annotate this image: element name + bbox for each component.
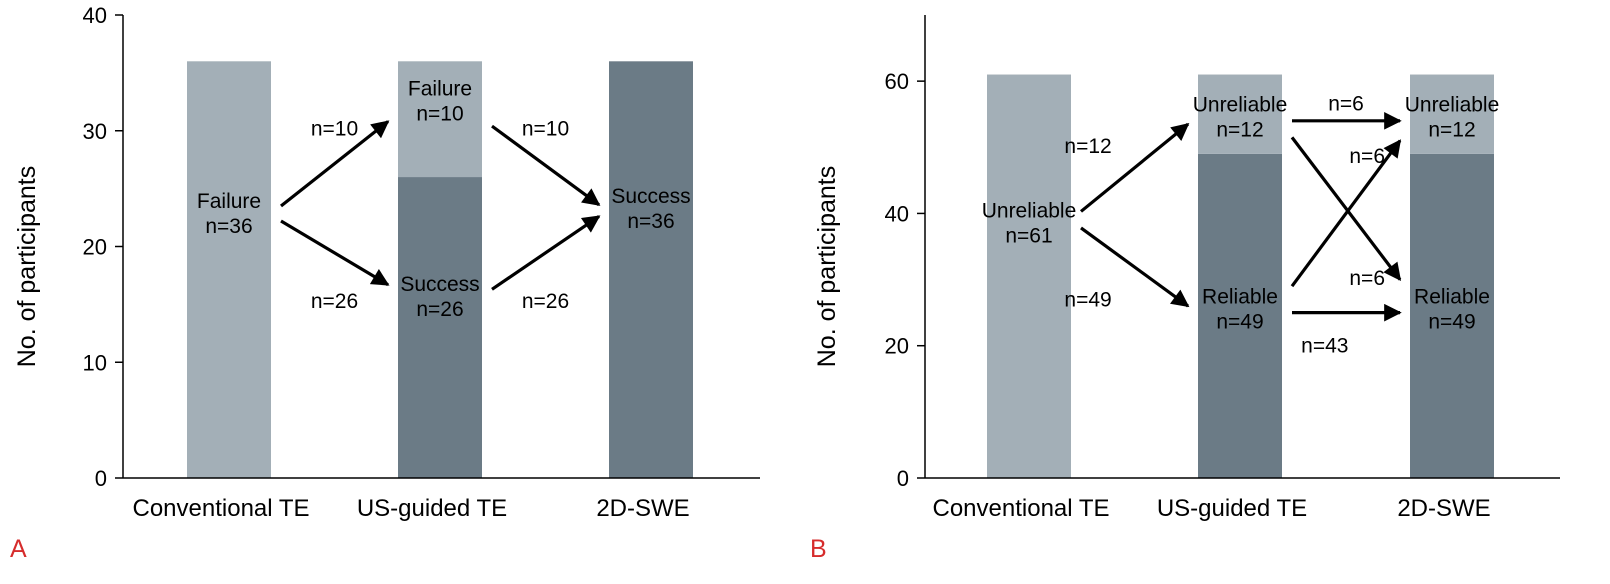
bar-segment xyxy=(1198,74,1282,154)
flow-arrow xyxy=(280,219,390,287)
y-tick-label: 40 xyxy=(885,201,909,226)
x-category-label: 2D-SWE xyxy=(1397,495,1490,522)
bar-segment xyxy=(187,61,271,479)
y-tick-label: 60 xyxy=(885,69,909,94)
y-axis-label: No. of participants xyxy=(13,166,41,368)
segment-label: Unreliable xyxy=(982,199,1077,222)
segment-label: Success xyxy=(611,185,690,208)
flow-label: n=6 xyxy=(1349,267,1385,290)
y-tick-label: 20 xyxy=(885,334,909,359)
flow-label: n=12 xyxy=(1064,135,1111,158)
segment-label: Failure xyxy=(408,77,472,100)
segment-label: n=12 xyxy=(1216,119,1263,142)
segment-label: n=49 xyxy=(1216,310,1263,333)
flow-arrow xyxy=(1080,226,1190,308)
y-tick-label: 0 xyxy=(897,466,909,491)
bar-segment xyxy=(1410,74,1494,154)
segment-label: Reliable xyxy=(1414,285,1490,308)
y-tick-label: 20 xyxy=(83,235,107,260)
segment-label: n=61 xyxy=(1005,224,1052,247)
flow-label: n=26 xyxy=(311,290,358,313)
segment-label: Unreliable xyxy=(1405,94,1500,117)
flow-label: n=10 xyxy=(311,117,358,140)
segment-label: n=26 xyxy=(416,298,463,321)
flow-label: n=49 xyxy=(1064,288,1111,311)
y-tick-label: 10 xyxy=(83,350,107,375)
y-axis-label: No. of participants xyxy=(813,166,841,368)
segment-label: Success xyxy=(400,273,479,296)
bar-segment xyxy=(398,61,482,178)
segment-label: Failure xyxy=(197,190,261,213)
flow-arrow xyxy=(1290,139,1402,288)
x-category-label: US-guided TE xyxy=(1157,495,1307,522)
segment-label: n=49 xyxy=(1428,310,1475,333)
panel-letter: A xyxy=(10,535,27,563)
segment-label: Reliable xyxy=(1202,285,1278,308)
bar-segment xyxy=(1198,153,1282,478)
flow-arrow xyxy=(280,120,390,208)
bar-segment xyxy=(1410,153,1494,478)
x-category-label: Conventional TE xyxy=(933,495,1110,522)
flow-arrow xyxy=(491,215,601,291)
x-category-label: Conventional TE xyxy=(133,495,310,522)
segment-label: n=10 xyxy=(416,102,463,125)
y-tick-label: 0 xyxy=(95,466,107,491)
segment-label: n=36 xyxy=(205,215,252,238)
x-category-label: US-guided TE xyxy=(357,495,507,522)
panel-b-chart: Unreliablen=61Reliablen=49Unreliablen=12… xyxy=(810,15,1560,563)
y-tick-label: 30 xyxy=(83,119,107,144)
flow-label: n=10 xyxy=(522,117,569,140)
y-tick-label: 40 xyxy=(83,3,107,28)
flow-arrow xyxy=(1290,136,1402,281)
flow-arrow xyxy=(491,124,601,207)
segment-label: n=12 xyxy=(1428,119,1475,142)
x-category-label: 2D-SWE xyxy=(596,495,689,522)
segment-label: Unreliable xyxy=(1193,94,1288,117)
flow-label: n=6 xyxy=(1328,93,1364,116)
flow-label: n=26 xyxy=(522,290,569,313)
bar-segment xyxy=(987,74,1071,479)
flow-label: n=43 xyxy=(1301,335,1348,358)
bar-segment xyxy=(398,177,482,479)
panel-a-chart: Failuren=36Successn=26Failuren=10Success… xyxy=(10,3,760,563)
flow-arrow xyxy=(1079,122,1190,213)
segment-label: n=36 xyxy=(627,210,674,233)
bar-segment xyxy=(609,61,693,479)
flow-label: n=6 xyxy=(1349,145,1385,168)
panel-letter: B xyxy=(810,535,827,563)
